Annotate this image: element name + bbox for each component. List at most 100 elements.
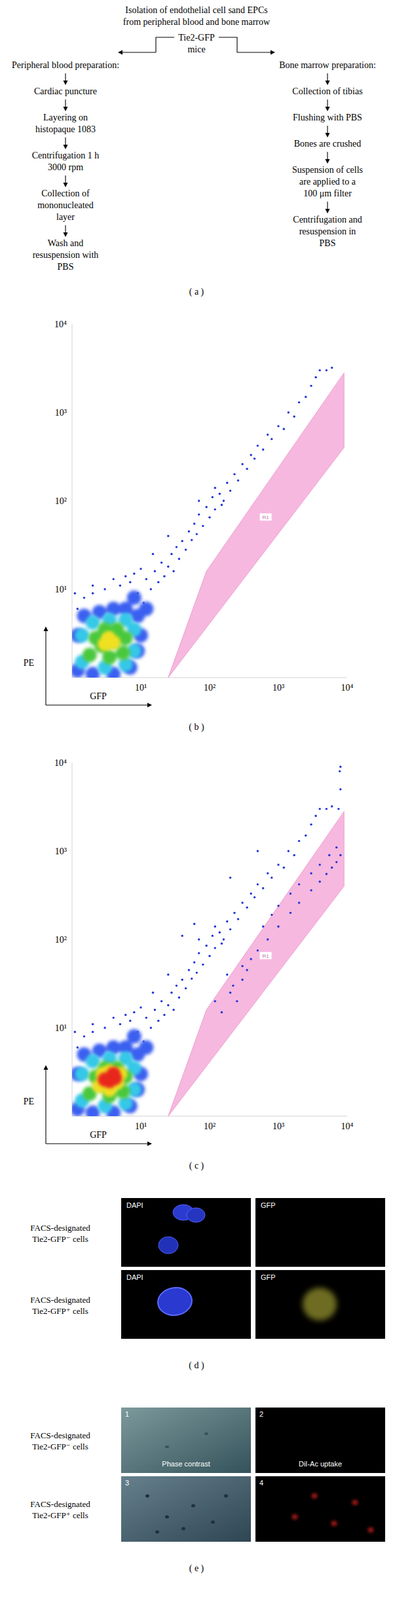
- label: GFP: [89, 1130, 107, 1141]
- cell: [181, 1528, 186, 1532]
- cell: [191, 1505, 196, 1509]
- label: 10²: [203, 1122, 216, 1132]
- event: [181, 935, 184, 938]
- event: [328, 854, 331, 857]
- event: [256, 850, 259, 853]
- event: [214, 1000, 217, 1003]
- arrow-head: [325, 80, 331, 86]
- event: [172, 1009, 175, 1012]
- density-blob: [138, 1040, 154, 1056]
- event: [178, 996, 181, 999]
- arrow-line: [64, 137, 66, 145]
- event: [289, 912, 292, 915]
- event: [231, 985, 234, 988]
- event: [229, 489, 232, 492]
- gate-label: R1: [260, 952, 272, 960]
- event: [282, 867, 285, 870]
- event: [335, 861, 338, 864]
- event: [170, 992, 173, 995]
- event: [309, 385, 312, 388]
- arrow-head: [270, 50, 276, 56]
- event: [214, 947, 217, 950]
- density-layer: [82, 1061, 133, 1104]
- label: Isolation of endothelial cell sand EPCs: [125, 5, 268, 16]
- event: [83, 596, 86, 599]
- event: [266, 872, 269, 875]
- event: [91, 592, 94, 595]
- arrow-head: [63, 182, 69, 188]
- y-axis-line: [72, 324, 73, 678]
- arrow-line: [45, 1143, 148, 1145]
- label: 10³: [272, 683, 285, 693]
- event: [124, 1014, 127, 1017]
- density-layer: [92, 1065, 128, 1098]
- density-layer: [97, 1067, 122, 1090]
- label: Tie2-GFP: [178, 32, 215, 43]
- label: Peripheral blood preparation:: [11, 60, 120, 71]
- cell: [368, 1528, 374, 1534]
- label: PE: [23, 658, 35, 669]
- cell: [204, 1433, 209, 1436]
- event: [309, 872, 312, 875]
- event: [245, 467, 248, 470]
- event: [145, 1017, 148, 1020]
- arrow-line: [326, 99, 328, 107]
- event: [233, 912, 236, 915]
- y-axis-line: [72, 763, 73, 1117]
- event: [181, 979, 184, 982]
- event: [237, 918, 240, 921]
- event: [229, 992, 232, 995]
- arrow-head: [63, 232, 69, 238]
- arrow-line: [122, 51, 156, 53]
- event: [241, 463, 244, 466]
- arrow-line: [326, 201, 328, 209]
- label: 10¹: [134, 1122, 147, 1132]
- label: 1: [125, 1410, 130, 1419]
- arrow-head: [43, 1065, 49, 1071]
- arrow-head: [63, 106, 69, 112]
- event: [298, 883, 300, 886]
- event: [157, 581, 160, 584]
- event: [201, 525, 204, 528]
- density-blob: [85, 1054, 101, 1069]
- cells: [158, 1205, 206, 1255]
- event: [335, 846, 338, 849]
- event: [318, 808, 321, 811]
- event: [277, 905, 280, 908]
- density-blob: [74, 1067, 90, 1083]
- density-blob: [101, 631, 116, 646]
- label: GFP: [89, 691, 107, 702]
- event: [197, 952, 200, 955]
- event: [245, 969, 248, 972]
- event: [289, 892, 292, 895]
- label: from peripheral blood and bone marrow: [123, 17, 271, 27]
- label: GFP: [260, 1201, 276, 1210]
- event: [338, 770, 341, 773]
- event: [250, 453, 253, 456]
- micrograph: [121, 1477, 251, 1543]
- event: [266, 433, 269, 436]
- event: [298, 401, 300, 404]
- label: FACS-designated: [30, 1431, 91, 1441]
- event: [132, 1011, 135, 1014]
- cell: [352, 1501, 358, 1506]
- event: [250, 958, 253, 961]
- event: [83, 1035, 86, 1038]
- arrow-line: [64, 175, 66, 183]
- arrow-line: [64, 99, 66, 107]
- gate-label: R1: [260, 513, 272, 521]
- micrograph: [121, 1408, 251, 1474]
- scatter-chart: R110¹10²10³10⁴10¹10²10³10⁴PEGFP( b ): [23, 319, 354, 733]
- density-layer: [72, 590, 154, 678]
- event: [149, 588, 152, 591]
- cells: [165, 1433, 209, 1449]
- label: ( b ): [188, 722, 205, 733]
- micrograph: [255, 1270, 386, 1340]
- flowchart: Isolation of endothelial cell sand EPCsf…: [11, 5, 376, 298]
- arrow-head: [325, 159, 331, 164]
- event: [218, 932, 221, 935]
- density-blob: [127, 1029, 142, 1045]
- event: [124, 575, 127, 578]
- cells: [292, 1494, 374, 1534]
- label: are applied to a: [299, 176, 357, 187]
